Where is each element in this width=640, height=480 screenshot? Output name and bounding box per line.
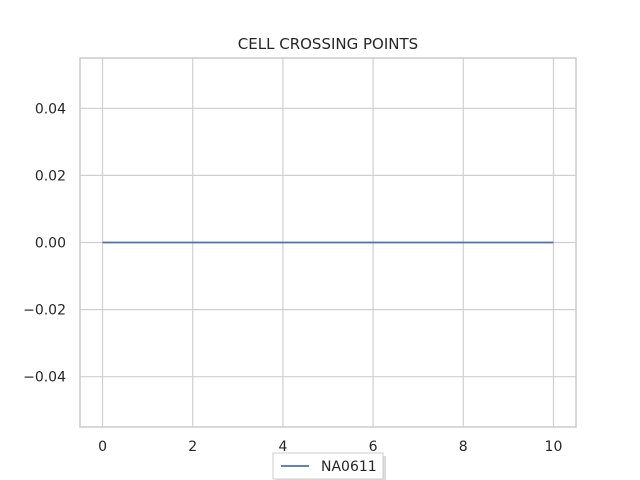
legend-label-na0611: NA0611	[321, 459, 377, 475]
x-tick-label: 8	[459, 439, 468, 455]
x-tick-label: 2	[188, 439, 197, 455]
y-tick-label: 0.00	[35, 236, 66, 252]
x-tick-label: 10	[545, 439, 563, 455]
x-tick-label: 4	[278, 439, 287, 455]
y-tick-label: −0.04	[23, 370, 66, 386]
y-axis: −0.04 −0.02 0.00 0.02 0.04	[23, 101, 66, 385]
plot-frame	[79, 57, 577, 428]
y-tick-label: 0.02	[35, 168, 66, 184]
x-tick-label: 6	[369, 439, 378, 455]
legend: NA0611	[272, 452, 386, 480]
x-tick-label: 0	[98, 439, 107, 455]
y-tick-label: −0.02	[23, 303, 66, 319]
chart-title: CELL CROSSING POINTS	[238, 35, 418, 53]
x-axis: 0 2 4 6 8 10	[98, 439, 562, 455]
y-tick-label: 0.04	[35, 101, 66, 117]
